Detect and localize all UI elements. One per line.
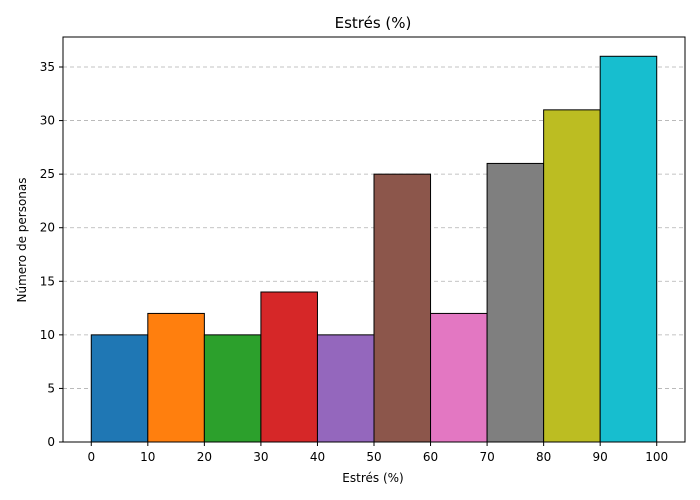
y-tick-label-5: 5 (47, 381, 55, 395)
y-tick-label-20: 20 (40, 221, 55, 235)
y-tick-label-10: 10 (40, 328, 55, 342)
x-axis-ticks: 0 10 20 30 40 50 60 70 80 90 100 (87, 442, 668, 464)
x-tick-label-60: 60 (423, 450, 438, 464)
bar-20-30 (203, 334, 262, 443)
bar-90-100 (599, 55, 658, 443)
bar-10-20 (147, 312, 205, 443)
x-tick-label-40: 40 (310, 450, 325, 464)
y-tick-label-15: 15 (40, 274, 55, 288)
bar-50-60 (373, 173, 432, 443)
y-tick-label-35: 35 (40, 60, 55, 74)
x-tick-label-30: 30 (253, 450, 268, 464)
y-tick-label-25: 25 (40, 167, 55, 181)
x-tick-label-100: 100 (645, 450, 668, 464)
y-tick-label-30: 30 (40, 114, 55, 128)
x-tick-label-0: 0 (87, 450, 95, 464)
x-tick-label-80: 80 (536, 450, 551, 464)
bar-70-80 (486, 162, 545, 443)
bars (90, 55, 658, 443)
y-axis-label: Número de personas (15, 177, 29, 302)
bar-80-90 (543, 109, 601, 443)
bar-60-70 (430, 312, 488, 443)
y-axis-ticks: 0 5 10 15 20 25 30 35 (40, 60, 63, 449)
x-tick-label-50: 50 (366, 450, 381, 464)
x-axis-label: Estrés (%) (342, 471, 403, 485)
y-tick-label-0: 0 (47, 435, 55, 449)
bar-30-40 (260, 291, 318, 443)
x-tick-label-70: 70 (479, 450, 494, 464)
chart-title: Estrés (%) (335, 14, 412, 32)
x-tick-label-10: 10 (140, 450, 155, 464)
x-tick-label-90: 90 (593, 450, 608, 464)
bar-40-50 (316, 334, 375, 443)
x-tick-label-20: 20 (197, 450, 212, 464)
bar-0-10 (90, 334, 149, 443)
